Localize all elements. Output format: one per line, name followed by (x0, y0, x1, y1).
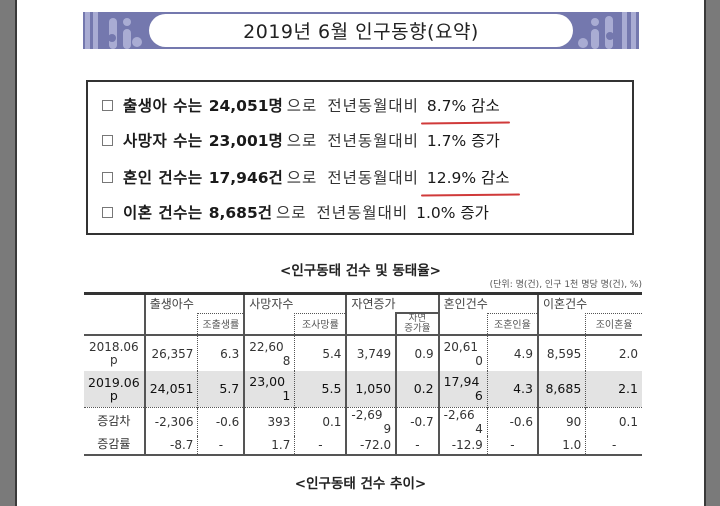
cell-birth-rate: 5.7 (197, 371, 245, 407)
cell-natural-rate: 0.9 (395, 334, 439, 371)
summary-value: 24,051명 (208, 97, 283, 115)
summary-subject: 혼인 건수는 (123, 169, 203, 187)
header-births: 출생아수 (143, 293, 245, 313)
summary-change: 1.7% 증가 (426, 132, 500, 150)
cell-divorce-rate: 2.1 (585, 371, 642, 407)
row-label: 2018.06 p (84, 334, 145, 371)
cell-divorces: 8,595 (536, 334, 586, 371)
row-label: 2019.06 p (84, 371, 145, 407)
table-unit-note: (단위: 명(건), 인구 1천 명당 명(건), %) (489, 280, 642, 290)
cell-death-rate: 5.4 (294, 334, 347, 371)
cell-marriage-rate: -0.6 (486, 406, 538, 436)
checkbox-icon (102, 99, 113, 111)
cell-marriages: 20,61 0 (437, 334, 488, 371)
cell-natural-rate: - (395, 435, 439, 455)
summary-item-marriages: 혼인 건수는 17,946건 으로 전년동월대비 12.9% 감소 (102, 164, 510, 190)
row-label: 증감률 (97, 437, 131, 451)
summary-suffix: 으로 (276, 204, 307, 222)
table-row-highlighted: 2019.06 p 24,051 5.7 23,00 1 5.5 1,050 0… (84, 371, 642, 407)
subheader-crude-death-rate: 조사망률 (294, 312, 347, 335)
cell-birth-rate: 6.3 (197, 334, 245, 371)
summary-compare: 전년동월대비 (327, 169, 419, 187)
summary-item-deaths: 사망자 수는 23,001명 으로 전년동월대비 1.7% 증가 (102, 127, 500, 153)
summary-suffix: 으로 (286, 97, 318, 115)
cell-births: 24,051 (143, 371, 198, 407)
cell-divorces: 1.0 (536, 435, 586, 455)
table-title: <인구동태 건수 및 동태율> (280, 263, 441, 279)
cell-natural-increase: -72.0 (345, 435, 397, 455)
summary-subject: 출생아 수는 (123, 97, 203, 115)
cell-natural-rate: -0.7 (395, 406, 439, 436)
document-page: 2019년 6월 인구동향(요약) 출생아 수는 24,051명 으로 전년동월… (15, 0, 706, 506)
cell-birth-rate: - (197, 435, 245, 455)
cell-marriages: -12.9 (437, 435, 488, 455)
subheader-crude-birth-rate: 조출생률 (197, 312, 245, 335)
table-row: 2018.06 p 26,357 6.3 22,60 8 5.4 3,749 0… (84, 334, 642, 371)
cell-births: -8.7 (143, 435, 198, 455)
summary-change: 12.9% 감소 (427, 166, 510, 188)
cell-divorce-rate: 0.1 (585, 406, 642, 436)
summary-item-births: 출생아 수는 24,051명 으로 전년동월대비 8.7% 감소 (102, 92, 500, 118)
cell-marriage-rate: 4.3 (486, 371, 538, 407)
header-divorces: 이혼건수 (536, 293, 642, 313)
summary-change: 8.7% 감소 (427, 94, 500, 116)
cell-natural-increase: 1,050 (345, 371, 397, 407)
population-graphic-icon (85, 12, 142, 49)
cell-birth-rate: -0.6 (197, 406, 245, 436)
cell-births: 26,357 (143, 334, 198, 371)
table-subheader-row: 조출생률 조사망률 자연 증가율 조혼인율 조이혼율 (84, 312, 642, 335)
title-banner: 2019년 6월 인구동향(요약) (83, 12, 639, 49)
cell-divorce-rate: - (585, 435, 642, 455)
cell-death-rate: 0.1 (294, 406, 347, 436)
cell-marriages: 17,94 6 (437, 371, 488, 407)
table-row: 증감차 -2,306 -0.6 393 0.1 -2,69 9 -0.7 -2,… (84, 406, 642, 436)
population-stats-table: 출생아수 사망자수 자연증가 혼인건수 이혼건수 조출생률 조사망률 자연 증가… (84, 292, 642, 456)
row-label: 증감차 (84, 406, 145, 436)
summary-suffix: 으로 (286, 132, 318, 150)
population-graphic-icon (578, 12, 636, 49)
cell-deaths: 1.7 (243, 435, 295, 455)
chart-section-title: <인구동태 건수 추이> (294, 476, 427, 492)
cell-deaths: 22,60 8 (243, 334, 295, 371)
cell-deaths: 393 (243, 406, 295, 436)
checkbox-icon (102, 206, 113, 218)
cell-marriage-rate: - (486, 435, 538, 455)
cell-divorce-rate: 2.0 (585, 334, 642, 371)
subheader-crude-marriage-rate: 조혼인율 (486, 312, 538, 335)
cell-natural-rate: 0.2 (395, 371, 439, 407)
checkbox-icon (102, 134, 113, 146)
cell-death-rate: 5.5 (294, 371, 347, 407)
summary-compare: 전년동월대비 (327, 132, 419, 150)
cell-births: -2,306 (143, 406, 198, 436)
checkbox-icon (102, 171, 113, 183)
cell-death-rate: - (294, 435, 347, 455)
subheader-crude-divorce-rate: 조이혼율 (585, 312, 642, 335)
summary-compare: 전년동월대비 (327, 97, 419, 115)
summary-suffix: 으로 (286, 169, 318, 187)
header-deaths: 사망자수 (243, 293, 347, 313)
cell-divorces: 8,685 (536, 371, 586, 407)
header-natural-increase: 자연증가 (345, 293, 439, 313)
summary-subject: 이혼 건수는 (123, 204, 203, 222)
summary-value: 23,001명 (208, 132, 283, 150)
header-empty (84, 294, 145, 336)
summary-compare: 전년동월대비 (316, 204, 409, 222)
summary-subject: 사망자 수는 (123, 132, 203, 150)
cell-divorces: 90 (536, 406, 586, 436)
summary-value: 8,685건 (208, 204, 272, 222)
cell-deaths: 23,00 1 (243, 371, 295, 407)
cell-natural-increase: 3,749 (345, 334, 397, 371)
header-marriages: 혼인건수 (437, 293, 538, 313)
cell-marriages: -2,66 4 (437, 406, 488, 436)
summary-item-divorces: 이혼 건수는 8,685건 으로 전년동월대비 1.0% 증가 (102, 199, 489, 225)
summary-box: 출생아 수는 24,051명 으로 전년동월대비 8.7% 감소 사망자 수는 … (86, 80, 634, 235)
cell-natural-increase: -2,69 9 (345, 406, 397, 436)
summary-value: 17,946건 (208, 169, 283, 187)
subheader-natural-increase-rate: 자연 증가율 (395, 312, 439, 335)
summary-change: 1.0% 증가 (416, 204, 489, 222)
cell-marriage-rate: 4.9 (486, 334, 538, 371)
table-row: 증감률 -8.7 - 1.7 - -72.0 - -12.9 - 1.0 - (84, 435, 642, 455)
table-header-row: 출생아수 사망자수 자연증가 혼인건수 이혼건수 (84, 293, 642, 313)
page-title: 2019년 6월 인구동향(요약) (149, 14, 573, 47)
